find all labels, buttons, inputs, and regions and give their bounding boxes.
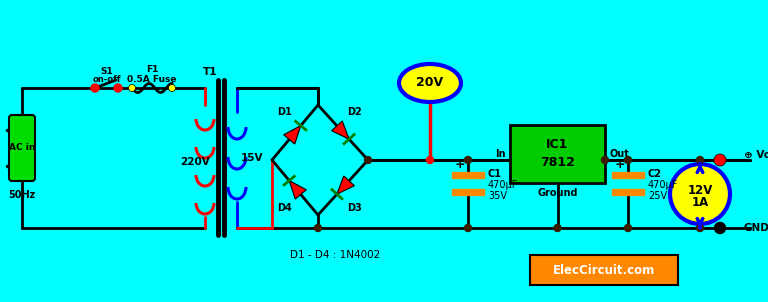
Polygon shape: [290, 181, 306, 199]
FancyBboxPatch shape: [530, 255, 678, 285]
Circle shape: [91, 84, 99, 92]
Text: C2: C2: [648, 169, 662, 179]
Text: C1: C1: [488, 169, 502, 179]
Text: 50Hz: 50Hz: [8, 190, 35, 200]
Text: 220V: 220V: [180, 157, 210, 167]
Circle shape: [670, 164, 730, 224]
Polygon shape: [283, 126, 301, 144]
Text: +: +: [614, 159, 625, 172]
Text: T1: T1: [203, 67, 217, 77]
Circle shape: [365, 156, 372, 163]
Text: IC1: IC1: [546, 139, 568, 152]
Text: Ground: Ground: [538, 188, 578, 198]
Text: ElecCircuit.com: ElecCircuit.com: [553, 264, 655, 277]
Circle shape: [714, 223, 726, 233]
Text: 20V: 20V: [416, 76, 444, 89]
Circle shape: [697, 156, 703, 163]
FancyBboxPatch shape: [9, 115, 35, 181]
Circle shape: [465, 156, 472, 163]
Text: GND: GND: [744, 223, 768, 233]
Text: 12V: 12V: [687, 184, 713, 197]
Ellipse shape: [399, 64, 461, 102]
Text: 15V: 15V: [240, 153, 263, 163]
Circle shape: [697, 224, 703, 232]
Circle shape: [465, 224, 472, 232]
Circle shape: [128, 85, 135, 92]
Text: D4: D4: [277, 203, 293, 213]
Text: 470μF: 470μF: [648, 180, 678, 190]
Circle shape: [716, 224, 724, 232]
Text: In: In: [495, 149, 506, 159]
Circle shape: [714, 154, 726, 166]
Text: Out: Out: [609, 149, 629, 159]
Polygon shape: [337, 176, 354, 194]
Text: 7812: 7812: [540, 156, 575, 169]
Text: F1: F1: [146, 66, 158, 75]
Circle shape: [601, 156, 608, 163]
Bar: [510, 125, 605, 183]
Circle shape: [114, 84, 122, 92]
Text: 35V: 35V: [488, 191, 507, 201]
Text: ⊕ Vout: ⊕ Vout: [744, 150, 768, 160]
Circle shape: [624, 224, 631, 232]
Circle shape: [426, 156, 433, 163]
Circle shape: [315, 224, 322, 232]
Text: D1: D1: [277, 107, 293, 117]
Text: D3: D3: [348, 203, 362, 213]
Text: S1: S1: [101, 68, 114, 76]
Text: D1 - D4 : 1N4002: D1 - D4 : 1N4002: [290, 250, 380, 260]
Bar: [452, 189, 484, 195]
Text: 470μF: 470μF: [488, 180, 518, 190]
Bar: [452, 172, 484, 178]
Text: AC in: AC in: [8, 143, 35, 153]
Circle shape: [554, 224, 561, 232]
Bar: [612, 189, 644, 195]
Circle shape: [715, 223, 725, 233]
Text: 25V: 25V: [648, 191, 667, 201]
Text: 0.5A Fuse: 0.5A Fuse: [127, 75, 177, 83]
Text: 1A: 1A: [691, 197, 709, 210]
Bar: [612, 172, 644, 178]
Circle shape: [715, 155, 725, 165]
Text: +: +: [455, 159, 465, 172]
Text: D2: D2: [348, 107, 362, 117]
Text: on-off: on-off: [93, 76, 121, 85]
Circle shape: [168, 85, 176, 92]
Polygon shape: [332, 121, 349, 139]
Circle shape: [624, 156, 631, 163]
